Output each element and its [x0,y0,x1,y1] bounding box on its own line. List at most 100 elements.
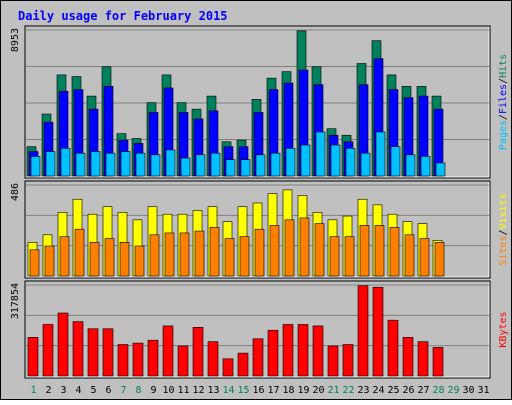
x-tick-label: 17 [267,385,279,396]
x-tick-label: 1 [30,385,36,396]
bar-kbytes-day-16 [252,338,264,377]
bar-pages-day-13 [210,152,221,177]
x-tick-label: 11 [177,385,189,396]
bar-sites-day-24 [374,225,385,277]
bar-sites-day-18 [284,219,295,277]
bar-kbytes-day-10 [162,325,174,377]
y-series-label-part: Hits [498,54,509,78]
x-tick-label: 25 [387,385,399,396]
y-series-label: KBytes [498,311,509,347]
x-tick-label: 15 [237,385,249,396]
y-series-label-part: / [498,114,509,120]
bar-pages-day-20 [315,131,326,177]
panel-visits-sites: 486 Sites/Visits [10,180,509,279]
y-max-label: 317854 [10,283,21,319]
bar-sites-day-26 [404,234,415,277]
y-series-label-part: / [498,78,509,84]
x-tick-label: 8 [135,385,141,396]
x-tick-label: 31 [477,385,489,396]
bar-sites-day-5 [89,241,100,277]
y-series-label-part: Sites [498,236,509,266]
bar-kbytes-day-9 [147,339,159,377]
bar-kbytes-day-8 [132,342,144,377]
x-tick-label: 22 [342,385,354,396]
x-tick-label: 12 [192,385,204,396]
bar-pages-day-5 [90,151,101,177]
bar-sites-day-3 [59,236,70,277]
bar-sites-day-12 [194,230,205,277]
bar-pages-day-2 [45,151,56,177]
bar-sites-day-13 [209,227,220,277]
bar-kbytes-day-25 [387,319,399,377]
bar-kbytes-day-27 [417,341,429,377]
bar-kbytes-day-12 [192,327,204,377]
bar-pages-day-10 [165,149,176,177]
bar-sites-day-17 [269,225,280,277]
bar-kbytes-day-5 [87,328,99,377]
bar-pages-day-23 [360,152,371,177]
bar-sites-day-9 [149,234,160,277]
y-series-label-part: KBytes [498,311,509,347]
y-series-label: Pages/Files/Hits [498,54,509,150]
bar-pages-day-25 [390,146,401,177]
bar-sites-day-23 [359,225,370,277]
bar-sites-day-6 [104,238,115,277]
bar-pages-day-1 [30,156,41,177]
x-tick-label: 23 [357,385,369,396]
bar-pages-day-16 [255,154,266,177]
y-series-label: Sites/Visits [498,193,509,265]
panel-kbytes: 317854 KBytes [10,280,509,379]
bar-sites-day-28 [434,241,445,277]
y-series-label-part: Files [498,84,509,114]
bar-pages-day-7 [120,151,131,177]
x-tick-label: 18 [282,385,294,396]
bar-pages-day-4 [75,152,86,177]
x-tick-label: 14 [222,385,234,396]
bar-sites-day-22 [344,236,355,277]
bar-sites-day-21 [329,236,340,277]
bar-sites-day-7 [119,241,130,277]
bar-sites-day-15 [239,236,250,277]
bar-pages-day-27 [420,156,431,177]
bar-sites-day-2 [44,245,55,277]
bar-sites-day-25 [389,227,400,277]
bar-kbytes-day-3 [57,312,69,377]
bar-pages-day-17 [270,152,281,177]
x-tick-label: 30 [462,385,474,396]
bar-kbytes-day-20 [312,325,324,377]
y-max-label: 486 [10,183,21,201]
chart-title: Daily usage for February 2015 [18,9,228,23]
bar-kbytes-day-7 [117,344,129,377]
x-tick-label: 26 [402,385,414,396]
bar-sites-day-19 [299,217,310,277]
x-tick-label: 5 [90,385,96,396]
bar-pages-day-15 [240,159,251,177]
bar-kbytes-day-22 [342,344,354,377]
bar-kbytes-day-26 [402,337,414,377]
x-tick-label: 6 [105,385,111,396]
bar-pages-day-11 [180,157,191,177]
bar-kbytes-day-28 [432,347,444,377]
bar-kbytes-day-21 [327,345,339,377]
bar-sites-day-14 [224,238,235,277]
bar-kbytes-day-6 [102,328,114,377]
bar-pages-day-28 [435,162,446,177]
x-tick-label: 27 [417,385,429,396]
x-tick-label: 7 [120,385,126,396]
bar-pages-day-12 [195,154,206,177]
x-tick-label: 19 [297,385,309,396]
bar-kbytes-day-15 [237,352,249,377]
bar-pages-day-6 [105,152,116,177]
x-tick-label: 3 [60,385,66,396]
x-tick-label: 16 [252,385,264,396]
bar-kbytes-day-18 [282,324,294,377]
bar-pages-day-26 [405,154,416,177]
y-series-label-part: / [498,229,509,235]
bar-pages-day-19 [300,144,311,177]
bar-sites-day-1 [29,249,40,277]
x-tick-label: 21 [327,385,339,396]
